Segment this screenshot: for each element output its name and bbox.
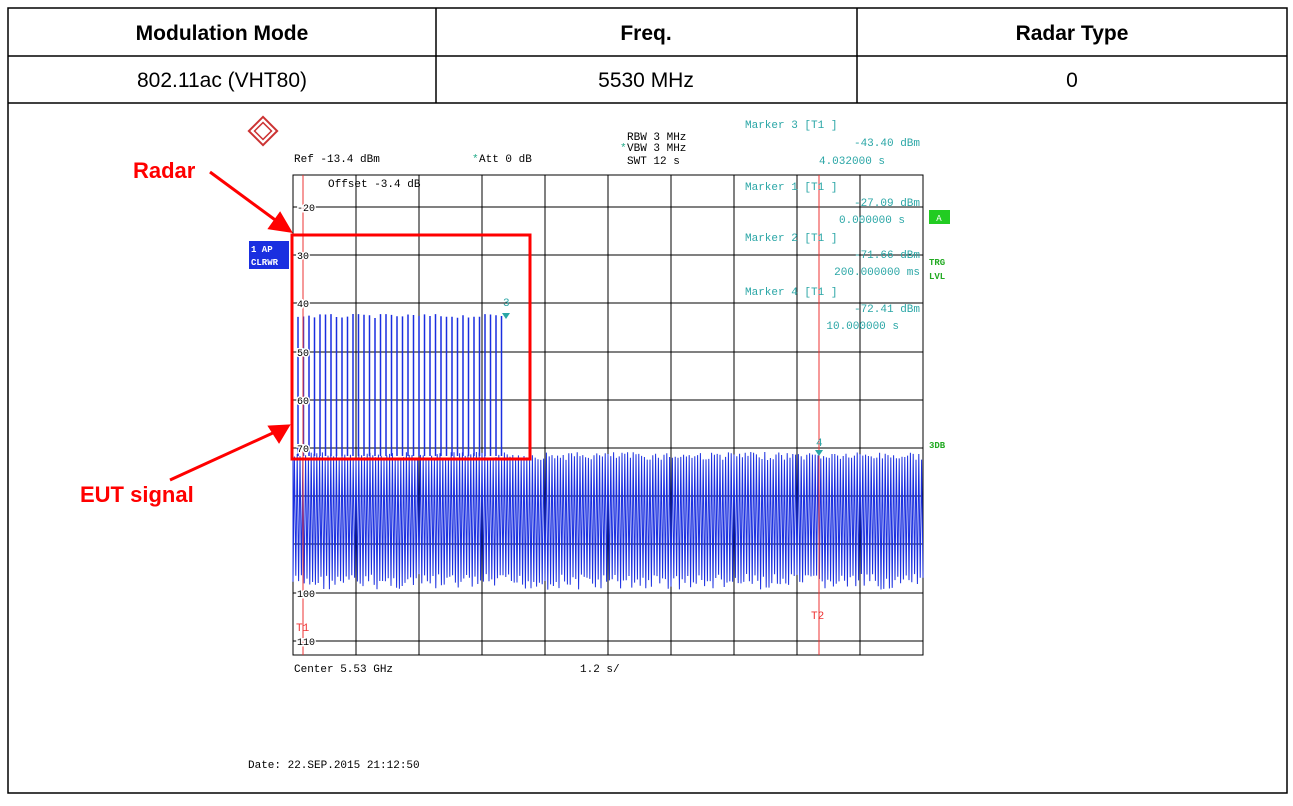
- scale-label: 60: [297, 397, 309, 408]
- marker-value: -72.41 dBm: [854, 304, 920, 316]
- header: Modulation Mode: [136, 22, 309, 45]
- marker-tag: T2: [811, 611, 824, 623]
- side-badge: [929, 210, 950, 224]
- marker-tag: 3: [503, 298, 510, 310]
- marker-title: Marker 3 [T1 ]: [745, 120, 837, 132]
- marker-time: 10.000000 s: [826, 321, 899, 333]
- cell: 0: [1066, 69, 1078, 92]
- marker-value: -43.40 dBm: [854, 138, 920, 150]
- marker-title: Marker 4 [T1 ]: [745, 287, 837, 299]
- marker-value: -27.09 dBm: [854, 198, 920, 210]
- span: 1.2 s/: [580, 664, 620, 676]
- vbw: VBW 3 MHz: [627, 143, 686, 155]
- side-label: 3DB: [929, 441, 946, 451]
- scale-label: 100: [297, 590, 315, 601]
- marker-title: Marker 2 [T1 ]: [745, 233, 837, 245]
- trace-badge: [249, 241, 289, 269]
- annotation: EUT signal: [80, 482, 194, 507]
- scale-label: 70: [297, 445, 309, 456]
- scale-labels: -20 30 40 50 60 70 100 110: [296, 203, 317, 651]
- grid: [293, 175, 923, 655]
- arrows: [169, 170, 293, 482]
- header: Radar Type: [1016, 22, 1129, 45]
- cell: 802.11ac (VHT80): [137, 69, 307, 92]
- ref: Ref -13.4 dBm: [294, 154, 380, 166]
- offset: Offset -3.4 dB: [328, 179, 421, 191]
- header: Freq.: [620, 22, 671, 45]
- scale-label: 50: [297, 349, 309, 360]
- trace-label: 1 AP: [251, 245, 273, 255]
- scale-label: -20: [297, 204, 315, 215]
- marker-symbol: [815, 450, 823, 456]
- marker-time: 4.032000 s: [819, 156, 885, 168]
- side-label: TRG: [929, 258, 945, 268]
- marker-time: 200.000000 ms: [834, 267, 920, 279]
- rbw: RBW 3 MHz: [627, 132, 686, 144]
- center: Center 5.53 GHz: [294, 664, 393, 676]
- radar-box: [290, 233, 532, 461]
- scale-label: 110: [297, 638, 315, 649]
- annotation: Radar: [133, 158, 196, 183]
- pulse-trace: [297, 314, 503, 456]
- trace-label: CLRWR: [251, 258, 279, 268]
- noise-trace: [292, 451, 924, 590]
- marker-title: Marker 1 [T1 ]: [745, 182, 837, 194]
- logo: [247, 115, 279, 147]
- swt: SWT 12 s: [627, 156, 680, 168]
- marker-tag: 4: [816, 438, 823, 450]
- marker-value: -71.66 dBm: [854, 250, 920, 262]
- scale-label: 40: [297, 300, 309, 311]
- side-label: A: [936, 214, 942, 224]
- scale-label: 30: [297, 252, 309, 263]
- marker-tag: T1: [296, 623, 310, 635]
- table-borders: [7, 7, 1288, 794]
- marker-symbol: [502, 313, 510, 319]
- cell: 5530 MHz: [598, 69, 694, 92]
- marker-time: 0.000000 s: [839, 215, 905, 227]
- att-star: *: [472, 154, 479, 166]
- side-label: LVL: [929, 272, 945, 282]
- att: Att 0 dB: [479, 154, 532, 166]
- vbw-star: *: [620, 143, 627, 155]
- date: Date: 22.SEP.2015 21:12:50: [248, 760, 420, 772]
